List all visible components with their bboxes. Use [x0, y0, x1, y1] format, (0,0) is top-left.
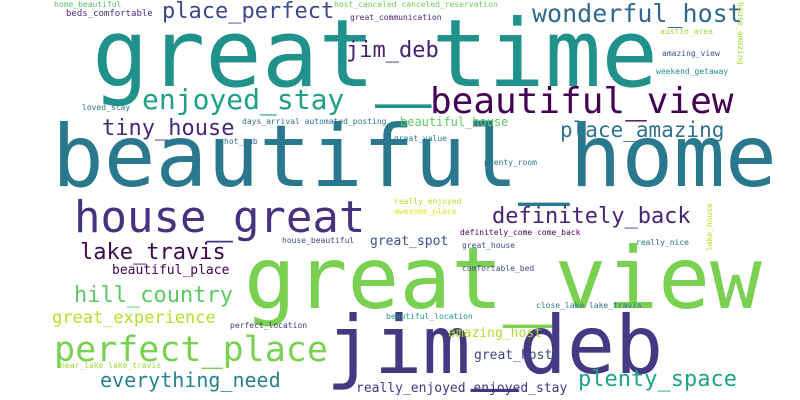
word-days-arrival: days_arrival automated_posting [242, 117, 387, 126]
word-host-canceled: host_canceled canceled_reservation [334, 0, 498, 9]
word-lake-house: lake_house [705, 203, 714, 252]
word-perfect-location: perfect_location [230, 321, 308, 330]
word-hill-country: hill_country [74, 283, 233, 308]
word-austin-area: austin_area [660, 27, 713, 36]
word-home-beautiful: home_beautiful [54, 0, 122, 9]
word-amazing-view: amazing_view [662, 49, 720, 58]
word-beautiful-place: beautiful_place [112, 263, 230, 278]
word-tiny-house: tiny_house [102, 116, 235, 141]
word-beautiful-house: beautiful_house [400, 115, 509, 129]
word-beautiful-location: beautiful_location [386, 312, 473, 321]
word-awesome-place: awesome_place [394, 207, 457, 216]
word-house-amazing: house_amazing [736, 2, 745, 65]
word-wonderful-host: wonderful_host [532, 0, 743, 28]
word-weekend-getaway: weekend_getaway [656, 67, 729, 76]
word-great-experience: great_experience [52, 308, 216, 328]
word-plenty-space: plenty_space [578, 367, 737, 392]
word-comfortable-bed: comfortable_bed [462, 264, 535, 273]
word-great-view: great_view [244, 229, 762, 329]
word-beautiful-view: beautiful_view [430, 81, 734, 122]
word-house-great: house_great [74, 192, 366, 243]
word-great-value: great_value [394, 134, 447, 143]
word-loved-stay: loved_stay [82, 103, 131, 112]
word-lake-travis: lake_travis [80, 240, 226, 265]
word-close-lake-travis: close_lake lake_travis [536, 301, 642, 310]
word-really-enjoyed-stay: really_enjoyed enjoyed_stay [356, 381, 568, 396]
word-near-lake-lake-travis: near_lake lake_travis [60, 361, 162, 370]
word-hot-tub: hot_tub [224, 137, 258, 146]
word-place-perfect: place_perfect [162, 0, 335, 24]
word-really-enjoyed: really_enjoyed [394, 197, 462, 206]
word-jim-deb-large: jim_deb [326, 299, 664, 392]
word-beds-comfortable: beds_comfortable [66, 9, 153, 19]
word-jim-deb-small: jim_deb [346, 38, 439, 63]
word-great-spot: great_spot [370, 234, 449, 249]
word-really-nice: really_nice [636, 238, 689, 247]
word-everything-need: everything_need [100, 368, 281, 392]
word-great-hosts: great_hosts [474, 348, 561, 363]
word-beautiful-home: beautiful_home [52, 107, 777, 207]
word-great-communication: great_communication [350, 13, 442, 22]
word-place-amazing: place_amazing [560, 118, 725, 142]
word-plenty-room: plenty_room [484, 158, 537, 167]
word-perfect-place: perfect_place [54, 330, 328, 370]
word-definitely-come-back: definitely_come come_back [460, 228, 581, 237]
word-great-time: great_time [92, 0, 658, 109]
word-great-house: great_house [462, 241, 515, 250]
word-definitely-back: definitely_back [492, 204, 691, 229]
word-amazing-host: amazing_host [448, 326, 542, 341]
word-house-beautiful: house_beautiful [282, 236, 355, 245]
word-enjoyed-stay: enjoyed_stay [142, 83, 345, 116]
